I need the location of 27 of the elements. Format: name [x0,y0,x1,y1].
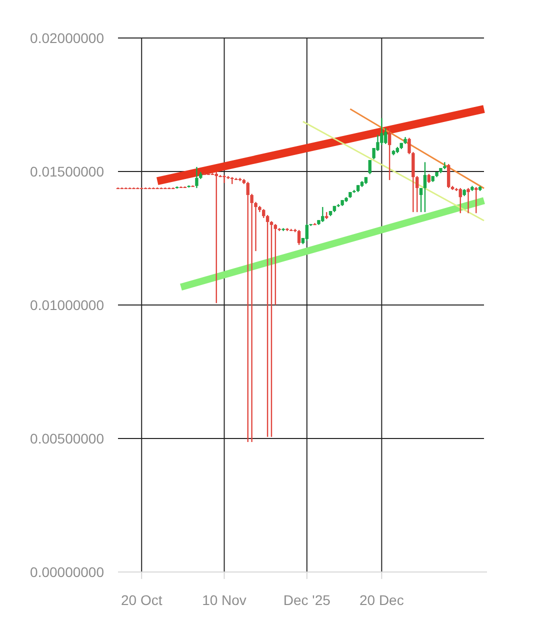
candlestick [274,224,278,306]
y-tick-label: 0.00000000 [30,564,104,580]
candlestick [266,214,270,438]
x-tick-label: Dec '25 [283,592,331,608]
candlestick [388,127,392,181]
candlestick [305,224,309,242]
x-tick-label: 10 Nov [202,592,246,608]
candlestick [195,166,198,189]
candlestick [446,163,450,189]
candlestick [222,174,226,184]
candlestick [458,187,462,214]
candlestick [419,187,423,213]
candlestick [297,229,301,246]
candlestick [423,162,427,213]
x-tick-label: 20 Dec [360,592,404,608]
candlestick [427,173,431,184]
candlestick [246,181,250,443]
y-tick-label: 0.01000000 [30,296,104,313]
candlestick [474,186,478,214]
candlestick [368,159,372,175]
candlestick [270,220,274,438]
y-tick-label: 0.00500000 [30,430,104,446]
y-tick-label: 0.01500000 [30,163,104,180]
candlestick [466,187,470,214]
x-tick-label: 20 Oct [120,592,162,608]
y-tick-label: 0.02000000 [30,30,104,46]
candlestick [321,206,324,223]
